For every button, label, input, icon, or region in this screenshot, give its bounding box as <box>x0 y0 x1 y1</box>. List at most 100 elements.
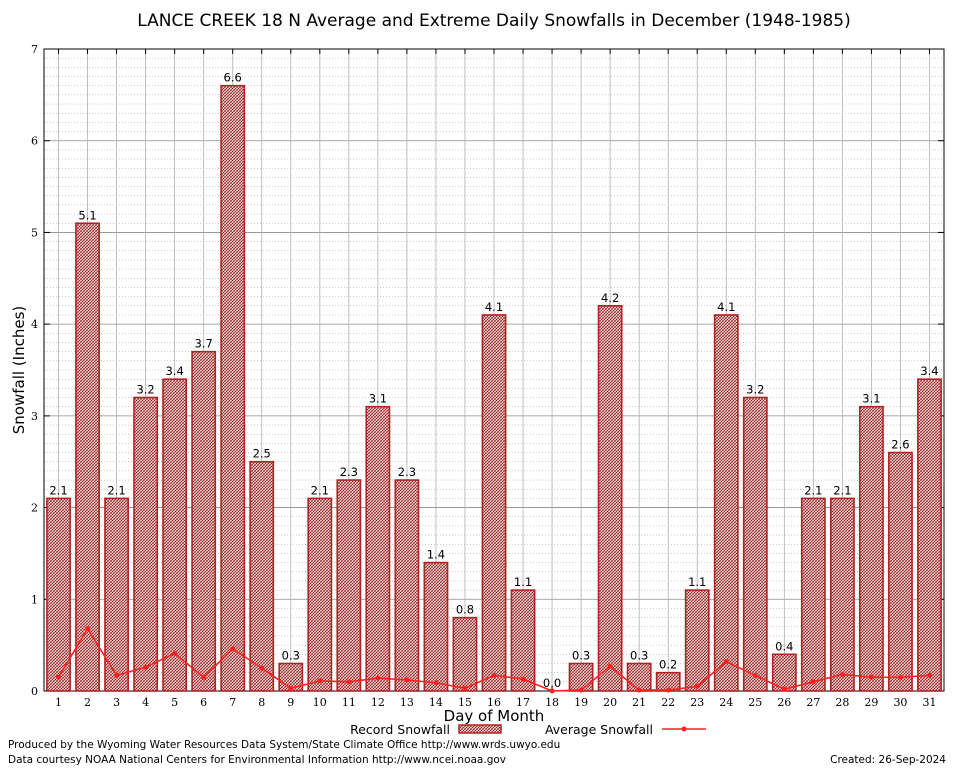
average-snowfall-point <box>781 686 787 692</box>
record-snowfall-bar <box>568 662 594 692</box>
x-tick-label: 8 <box>258 696 265 709</box>
bar-value-label: 1.1 <box>514 575 532 589</box>
x-tick-label: 25 <box>748 696 762 709</box>
average-snowfall-point <box>56 674 62 680</box>
average-snowfall-point <box>694 683 700 689</box>
average-snowfall-point <box>346 679 352 685</box>
record-snowfall-bar <box>423 561 449 692</box>
bar-value-label: 2.1 <box>804 483 822 497</box>
record-snowfall-bars <box>46 84 942 692</box>
x-tick-label: 23 <box>690 696 704 709</box>
record-snowfall-bar <box>510 589 536 692</box>
y-tick-label: 0 <box>31 685 38 698</box>
y-tick-label: 4 <box>31 318 38 331</box>
legend-average-marker <box>681 726 687 732</box>
bar-value-label: 3.2 <box>136 383 154 397</box>
x-tick-label: 17 <box>516 696 530 709</box>
x-tick-label: 1 <box>55 696 62 709</box>
bar-value-label: 0.3 <box>630 648 648 662</box>
average-snowfall-point <box>636 687 642 693</box>
record-snowfall-bar <box>46 497 71 692</box>
record-snowfall-bar <box>626 662 652 692</box>
average-snowfall-point <box>752 672 758 678</box>
record-snowfall-bar <box>917 378 942 692</box>
y-tick-label: 6 <box>31 135 38 148</box>
x-tick-label: 18 <box>545 696 559 709</box>
record-snowfall-bar <box>104 497 129 692</box>
record-snowfall-bar <box>162 378 188 692</box>
bar-value-label: 0.2 <box>659 658 677 672</box>
x-tick-label: 30 <box>893 696 907 709</box>
bar-value-label: 4.2 <box>601 291 619 305</box>
y-axis-title: Snowfall (Inches) <box>10 306 28 434</box>
bar-value-label: 2.1 <box>107 483 125 497</box>
y-tick-label: 7 <box>31 43 38 56</box>
x-tick-label: 27 <box>806 696 820 709</box>
average-snowfall-point <box>607 663 613 669</box>
x-tick-label: 3 <box>113 696 120 709</box>
footer-created-date: Created: 26-Sep-2024 <box>830 754 946 766</box>
x-tick-label: 12 <box>371 696 385 709</box>
x-tick-label: 13 <box>400 696 414 709</box>
average-snowfall-point <box>868 674 874 680</box>
average-snowfall-point <box>810 679 816 685</box>
legend: Record Snowfall Average Snowfall <box>350 722 706 737</box>
record-snowfall-bar <box>133 396 159 692</box>
bar-value-label: 2.3 <box>398 465 416 479</box>
average-snowfall-point <box>404 677 410 683</box>
bar-value-labels: 2.1 5.1 2.1 3.2 3.4 3.7 6.6 2.5 0.3 2.1 2.3 3.1 2.3 1… <box>49 71 938 690</box>
bar-value-label: 1.4 <box>427 548 445 562</box>
bar-value-label: 3.4 <box>165 364 183 378</box>
average-snowfall-point <box>897 674 903 680</box>
record-snowfall-bar <box>394 479 420 692</box>
average-snowfall-point <box>839 671 845 677</box>
footer-produced-by: Produced by the Wyoming Water Resources … <box>8 739 560 751</box>
record-snowfall-bar <box>684 589 710 692</box>
average-snowfall-point <box>520 676 526 682</box>
x-tick-label: 19 <box>574 696 588 709</box>
record-snowfall-bar <box>481 314 507 692</box>
average-snowfall-point <box>578 687 584 693</box>
x-tick-label: 29 <box>864 696 878 709</box>
bar-value-label: 0.0 <box>543 676 561 690</box>
x-tick-label: 9 <box>287 696 294 709</box>
x-tick-label: 7 <box>229 696 236 709</box>
average-snowfall-line <box>56 626 932 694</box>
bar-value-label: 1.1 <box>688 575 706 589</box>
x-tick-label: 22 <box>661 696 675 709</box>
bar-value-label: 3.2 <box>746 383 764 397</box>
average-snowfall-point <box>230 646 236 652</box>
x-tick-label: 11 <box>342 696 356 709</box>
x-tick-label: 10 <box>313 696 327 709</box>
average-snowfall-point <box>723 659 729 665</box>
bar-value-label: 6.6 <box>224 71 242 85</box>
record-snowfall-bar <box>742 396 768 692</box>
average-snowfall-point <box>288 685 294 691</box>
x-tick-label: 4 <box>142 696 149 709</box>
record-snowfall-bar <box>365 405 391 692</box>
bar-value-label: 3.7 <box>195 337 213 351</box>
x-tick-label: 16 <box>487 696 501 709</box>
record-snowfall-bar <box>307 497 333 692</box>
bar-value-label: 2.1 <box>833 483 851 497</box>
bar-value-label: 0.3 <box>572 648 590 662</box>
x-tick-label: 31 <box>922 696 936 709</box>
average-snowfall-point <box>259 665 265 671</box>
average-snowfall-point <box>926 672 932 678</box>
record-snowfall-bar <box>452 616 478 692</box>
average-snowfall-point <box>462 685 468 691</box>
average-snowfall-point <box>85 626 91 632</box>
average-snowfall-point <box>549 688 555 694</box>
x-tick-label: 6 <box>200 696 207 709</box>
bar-value-label: 0.3 <box>282 648 300 662</box>
record-snowfall-bar <box>859 405 884 692</box>
average-snowfall-point <box>201 674 207 680</box>
y-tick-label: 2 <box>31 502 38 515</box>
x-tick-label: 14 <box>429 696 443 709</box>
x-axis-title: Day of Month <box>444 707 545 725</box>
x-tick-label: 28 <box>835 696 849 709</box>
bar-value-label: 3.1 <box>369 392 387 406</box>
legend-record-swatch <box>458 724 502 734</box>
bar-value-label: 2.1 <box>49 483 67 497</box>
